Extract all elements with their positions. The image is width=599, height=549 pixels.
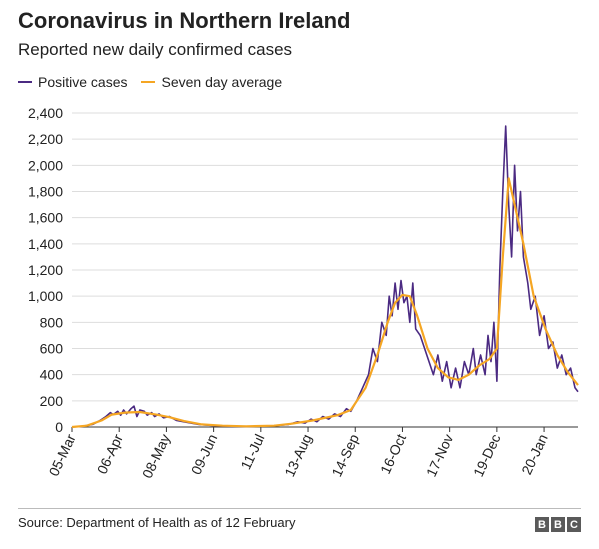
- x-tick-label: 05-Mar: [45, 431, 78, 478]
- bbc-logo-letter: B: [535, 517, 549, 532]
- y-tick-label: 2,200: [28, 131, 63, 147]
- legend-label-positive: Positive cases: [38, 74, 128, 90]
- x-tick-label: 06-Apr: [94, 431, 126, 476]
- footer-divider: [18, 508, 581, 509]
- y-tick-label: 2,000: [28, 157, 63, 173]
- y-tick-label: 800: [40, 314, 64, 330]
- source-note: Source: Department of Health as of 12 Fe…: [18, 515, 296, 530]
- x-tick-label: 19-Dec: [470, 432, 504, 480]
- bbc-logo-letter: C: [567, 517, 581, 532]
- x-tick-label: 11-Jul: [237, 432, 267, 472]
- legend-item-average: Seven day average: [141, 74, 282, 90]
- y-tick-label: 200: [40, 393, 64, 409]
- chart-title: Coronavirus in Northern Ireland: [18, 8, 351, 33]
- y-tick-label: 400: [40, 367, 64, 383]
- y-tick-label: 1,600: [28, 210, 63, 226]
- legend-item-positive: Positive cases: [18, 74, 127, 90]
- y-tick-label: 1,000: [28, 288, 63, 304]
- x-tick-label: 13-Aug: [281, 432, 315, 480]
- chart-legend: Positive cases Seven day average: [18, 74, 296, 90]
- series-line-average: [71, 177, 579, 429]
- y-tick-label: 2,400: [28, 105, 63, 121]
- x-tick-label: 16-Oct: [377, 431, 409, 476]
- legend-label-average: Seven day average: [161, 74, 283, 90]
- y-tick-label: 600: [40, 341, 64, 357]
- bbc-logo: B B C: [533, 517, 581, 532]
- y-tick-label: 0: [55, 419, 63, 435]
- legend-swatch-average: [141, 81, 156, 83]
- x-tick-label: 20-Jan: [518, 432, 551, 478]
- x-tick-label: 14-Sep: [328, 431, 362, 479]
- x-tick-label: 17-Nov: [423, 432, 457, 480]
- legend-swatch-positive: [18, 81, 32, 83]
- x-tick-label: 08-May: [139, 432, 173, 481]
- x-tick-label: 09-Jun: [188, 432, 221, 478]
- chart-subtitle: Reported new daily confirmed cases: [18, 40, 293, 59]
- bbc-logo-letter: B: [551, 517, 565, 532]
- y-tick-label: 1,400: [28, 236, 63, 252]
- y-tick-label: 1,200: [28, 262, 63, 278]
- y-tick-label: 1,800: [28, 184, 63, 200]
